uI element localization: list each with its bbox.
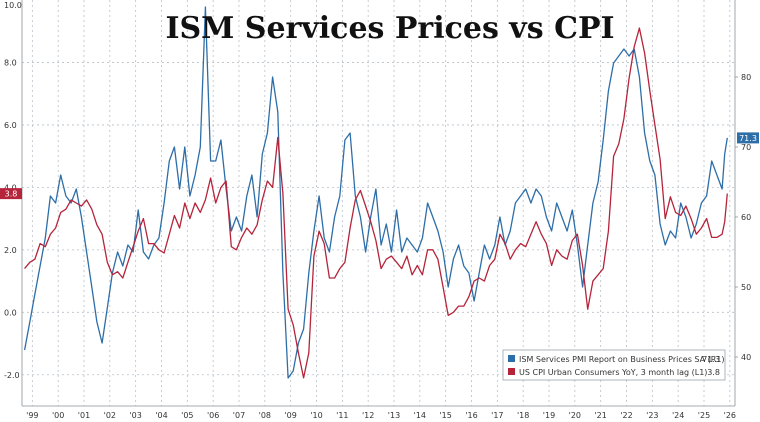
x-tick-label: '12 bbox=[362, 411, 374, 420]
series-lines bbox=[23, 6, 728, 379]
legend-box bbox=[502, 349, 726, 381]
x-tick-label: '26 bbox=[724, 411, 736, 420]
x-tick-label: '16 bbox=[465, 411, 477, 420]
axis-ticks: -2.0 0.0 2.0 4.0 6.0 8.0 10.0 40 50 60 70 80 '99 '00 '… bbox=[4, 1, 751, 420]
left-tick-label: 2.0 bbox=[4, 246, 17, 255]
gridlines bbox=[22, 0, 735, 406]
right-tick-label: 40 bbox=[741, 353, 751, 362]
x-tick-label: '13 bbox=[388, 411, 400, 420]
x-tick-label: '11 bbox=[336, 411, 348, 420]
x-tick-label: '22 bbox=[620, 411, 632, 420]
x-tick-label: '01 bbox=[78, 411, 90, 420]
right-tick-label: 80 bbox=[741, 73, 751, 82]
x-tick-label: '04 bbox=[155, 411, 167, 420]
x-tick-label: '10 bbox=[310, 411, 322, 420]
right-tick-label: 60 bbox=[741, 213, 751, 222]
x-tick-label: '08 bbox=[259, 411, 271, 420]
left-tick-label: -2.0 bbox=[4, 371, 20, 380]
x-tick-label: '18 bbox=[517, 411, 529, 420]
left-tick-label: 0.0 bbox=[4, 308, 17, 317]
x-tick-label: '06 bbox=[207, 411, 219, 420]
x-tick-label: '05 bbox=[181, 411, 193, 420]
x-tick-label: '24 bbox=[672, 411, 684, 420]
x-tick-label: '14 bbox=[414, 411, 426, 420]
cpi-last-value-text: 3.8 bbox=[5, 190, 18, 199]
legend-label-cpi: US CPI Urban Consumers YoY, 3 month lag … bbox=[519, 368, 707, 377]
x-tick-label: '23 bbox=[646, 411, 658, 420]
x-tick-label: '00 bbox=[52, 411, 64, 420]
legend: ISM Services PMI Report on Business Pric… bbox=[502, 349, 726, 381]
legend-swatch-cpi bbox=[508, 368, 515, 375]
x-tick-label: '19 bbox=[543, 411, 555, 420]
x-tick-label: '17 bbox=[491, 411, 503, 420]
left-tick-label-top: 10.0 bbox=[4, 1, 22, 10]
legend-label-ism: ISM Services PMI Report on Business Pric… bbox=[519, 355, 725, 364]
chart-title: ISM Services Prices vs CPI bbox=[165, 11, 614, 46]
left-tick-label: 8.0 bbox=[4, 58, 17, 67]
x-tick-label: '25 bbox=[698, 411, 710, 420]
legend-swatch-ism bbox=[508, 355, 515, 362]
left-tick-label: 4.0 bbox=[4, 183, 17, 192]
cpi-line bbox=[24, 27, 728, 379]
right-tick-label: 50 bbox=[741, 283, 751, 292]
ism-last-value-text: 71.3 bbox=[739, 134, 757, 143]
x-tick-label: '09 bbox=[284, 411, 296, 420]
x-tick-label: '03 bbox=[129, 411, 141, 420]
x-tick-label: '20 bbox=[569, 411, 581, 420]
ism-last-value-badge bbox=[737, 132, 759, 144]
legend-value-ism: 71.3 bbox=[702, 355, 720, 364]
left-tick-label: 6.0 bbox=[4, 121, 17, 130]
x-tick-label: '15 bbox=[439, 411, 451, 420]
ism-prices-line bbox=[23, 6, 728, 379]
x-tick-label: '07 bbox=[233, 411, 245, 420]
right-tick-label: 70 bbox=[741, 143, 751, 152]
last-value-badges: 3.8 71.3 bbox=[0, 132, 759, 200]
x-tick-label: '21 bbox=[594, 411, 606, 420]
x-tick-label: '02 bbox=[104, 411, 116, 420]
cpi-last-value-badge bbox=[0, 188, 22, 200]
legend-value-cpi: 3.8 bbox=[707, 368, 720, 377]
x-tick-label: '99 bbox=[26, 411, 38, 420]
